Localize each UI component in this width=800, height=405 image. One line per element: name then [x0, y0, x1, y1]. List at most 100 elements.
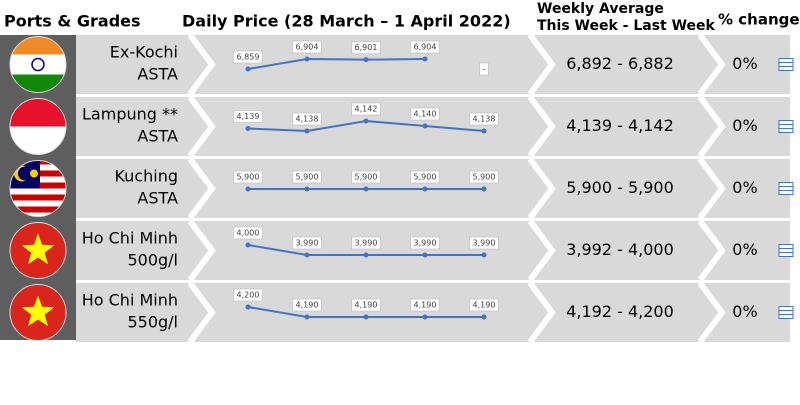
value-label-box	[410, 236, 440, 250]
flag-band	[10, 74, 66, 93]
value-label-box	[479, 62, 489, 76]
flag-stripe	[10, 194, 66, 201]
value-label: 6,859	[237, 53, 260, 62]
sparkline-point	[481, 252, 487, 258]
flag-band	[10, 36, 66, 55]
value-label: 4,140	[414, 110, 437, 119]
change-header: % change	[718, 11, 800, 29]
flag-wheel	[31, 57, 45, 72]
value-label: 4,190	[414, 301, 437, 310]
ports-header: Ports & Grades	[4, 12, 141, 31]
percent-change: 0%	[732, 302, 757, 321]
flag	[10, 284, 66, 341]
chevron	[527, 281, 556, 344]
value-label-box	[410, 170, 440, 184]
daily-header: Daily Price (28 March – 1 April 2022)	[182, 12, 511, 31]
icon-box	[778, 182, 794, 195]
value-label-box	[410, 40, 440, 54]
value-label: 5,900	[355, 173, 378, 182]
chevron	[187, 157, 216, 220]
value-label: 5,900	[296, 173, 319, 182]
chevron	[187, 33, 216, 96]
value-label-box	[351, 298, 381, 312]
table-icon[interactable]	[778, 182, 794, 195]
chevron	[187, 281, 216, 344]
sparkline-point	[304, 56, 310, 62]
weekly-average: 6,892 - 6,882	[566, 54, 674, 73]
chevron	[697, 281, 726, 344]
sparkline	[247, 57, 426, 70]
icon-box	[778, 306, 794, 319]
weekly-average: 3,992 - 4,000	[566, 240, 674, 259]
port-name: Lampung **	[82, 105, 178, 124]
chevron	[527, 219, 556, 282]
percent-change: 0%	[732, 54, 757, 73]
value-label: 4,190	[296, 301, 319, 310]
value-label: 3,990	[414, 239, 437, 248]
value-label: 4,000	[237, 229, 260, 238]
icon-box	[778, 58, 794, 71]
value-label-box	[292, 170, 322, 184]
table-icon[interactable]	[778, 58, 794, 71]
grade: ASTA	[137, 189, 178, 208]
flag-stripe	[10, 188, 66, 195]
value-label: 4,200	[237, 291, 260, 300]
value-label: 5,900	[237, 173, 260, 182]
flag-rim	[9, 284, 67, 341]
flag-rim	[9, 36, 67, 93]
flag	[10, 222, 66, 279]
chevron	[697, 95, 726, 158]
flag-moon	[18, 166, 32, 181]
value-label-box	[469, 170, 499, 184]
flag-band	[10, 54, 66, 75]
weekly-average: 4,192 - 4,200	[566, 302, 674, 321]
chevron	[527, 33, 556, 96]
icon-box	[778, 244, 794, 257]
sparkline-point	[363, 252, 369, 258]
table-icon[interactable]	[778, 306, 794, 319]
flag-stripe	[10, 212, 66, 217]
value-label-box	[351, 236, 381, 250]
flag-stripe	[10, 206, 66, 213]
port-name: Kuching	[114, 167, 178, 186]
value-label: 6,901	[355, 43, 378, 52]
value-label: 6,904	[414, 43, 437, 52]
sparkline-point	[481, 186, 487, 192]
grade: 550g/l	[127, 313, 178, 332]
weekly-average: 5,900 - 5,900	[566, 178, 674, 197]
sparkline-point	[422, 56, 428, 62]
flag-star	[21, 233, 55, 265]
grade: ASTA	[137, 65, 178, 84]
value-label-box	[292, 112, 322, 126]
value-label: 4,139	[237, 112, 260, 121]
sparkline-point	[245, 126, 251, 131]
value-label: 4,138	[296, 115, 319, 124]
chevron	[187, 219, 216, 282]
value-label: 4,138	[473, 115, 496, 124]
value-label-box	[469, 112, 499, 126]
value-label-box	[469, 298, 499, 312]
flag	[10, 160, 66, 217]
icon-box	[778, 120, 794, 133]
weekly-header: Weekly Average	[537, 1, 664, 17]
table-icon[interactable]	[778, 120, 794, 133]
value-label-box	[233, 50, 263, 64]
table-icon[interactable]	[778, 244, 794, 257]
sparkline-point	[304, 128, 310, 134]
sparkline-point	[363, 57, 369, 63]
value-label-box	[351, 102, 381, 116]
percent-change: 0%	[732, 116, 757, 135]
port-name: Ho Chi Minh	[82, 291, 178, 310]
sparkline-point	[422, 123, 428, 129]
sparkline-point	[304, 314, 310, 320]
port-name: Ho Chi Minh	[82, 229, 178, 248]
sparkline-point	[422, 186, 428, 192]
value-label-box	[351, 170, 381, 184]
value-label-box	[233, 110, 263, 123]
value-label: 3,990	[296, 239, 319, 248]
flag	[10, 36, 66, 93]
value-label-box	[351, 41, 381, 54]
chevron	[697, 219, 726, 282]
sparkline-point	[245, 242, 251, 248]
